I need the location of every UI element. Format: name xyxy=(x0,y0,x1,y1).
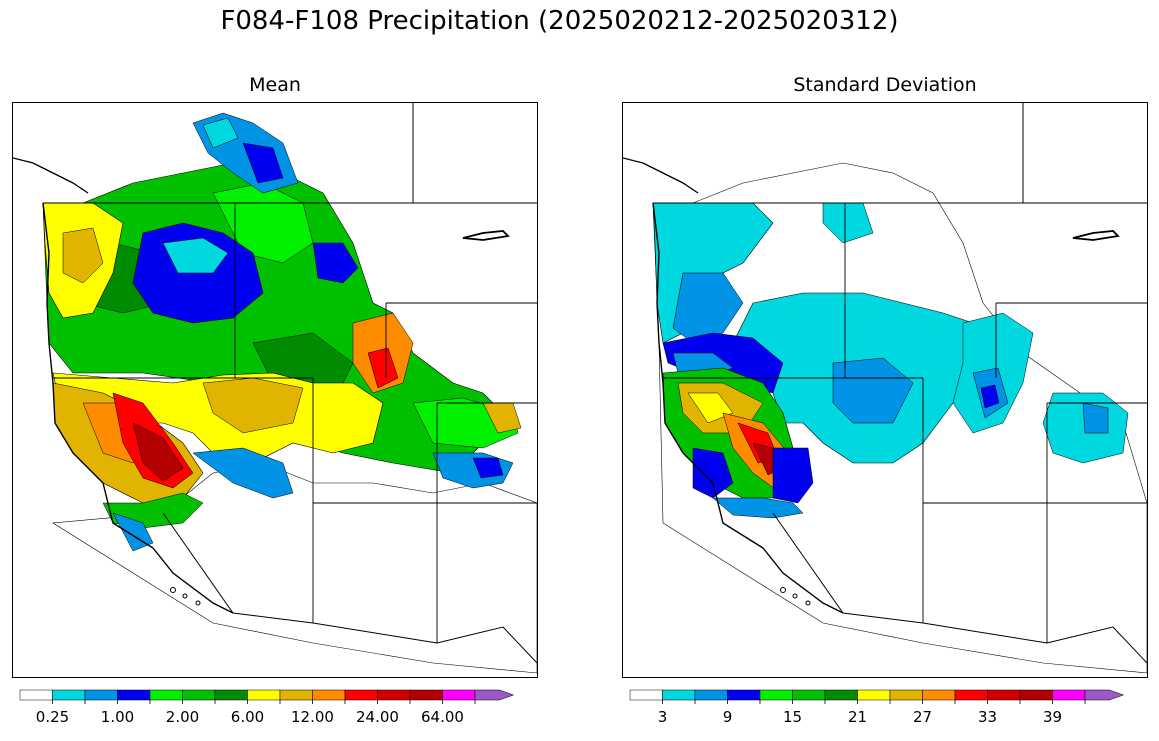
mean-colorbar: 0.25 1.00 2.00 6.00 12.00 24.00 64.00 xyxy=(14,688,534,734)
colorbar-tick-label: 24.00 xyxy=(356,708,399,726)
colorbar-tick-label: 15 xyxy=(783,708,802,726)
colorbar-swatch xyxy=(344,689,378,701)
colorbar-tick-label: 9 xyxy=(723,708,733,726)
mean-panel-title: Mean xyxy=(249,74,301,96)
colorbar-tick-label: 21 xyxy=(848,708,867,726)
colorbar-swatch xyxy=(214,689,248,701)
figure-title: F084-F108 Precipitation (2025020212-2025… xyxy=(220,6,899,36)
stddev-map xyxy=(622,102,1148,678)
colorbar-swatch xyxy=(182,689,216,701)
colorbar-swatch xyxy=(792,689,826,701)
colorbar-tick-label: 12.00 xyxy=(291,708,334,726)
colorbar-swatch xyxy=(377,689,411,701)
colorbar-swatch xyxy=(1019,689,1053,701)
colorbar-swatch xyxy=(149,689,183,701)
colorbar-swatch xyxy=(727,689,761,701)
colorbar-swatch xyxy=(52,689,86,701)
stddev-colorbar-svg: 3 9 15 21 27 33 39 xyxy=(629,689,1125,726)
colorbar-swatch xyxy=(759,689,793,701)
colorbar-tick-label: 1.00 xyxy=(101,708,134,726)
colorbar-tick-label: 39 xyxy=(1043,708,1062,726)
colorbar-swatch xyxy=(662,689,696,701)
colorbar-swatch xyxy=(857,689,891,701)
colorbar-swatch xyxy=(84,689,118,701)
colorbar-tick-label: 64.00 xyxy=(421,708,464,726)
colorbar-swatch xyxy=(279,689,313,701)
colorbar-tick-label: 6.00 xyxy=(231,708,264,726)
colorbar-swatch xyxy=(694,689,728,701)
colorbar-swatch xyxy=(442,689,476,701)
mean-map-canvas xyxy=(13,103,537,674)
colorbar-swatch xyxy=(922,689,956,701)
colorbar-swatch xyxy=(889,689,923,701)
colorbar-swatch xyxy=(1084,689,1125,701)
colorbar-swatch xyxy=(409,689,443,701)
colorbar-tick-label: 3 xyxy=(658,708,668,726)
colorbar-tick-label: 2.00 xyxy=(166,708,199,726)
colorbar-swatch xyxy=(629,689,663,701)
mean-colorbar-svg: 0.25 1.00 2.00 6.00 12.00 24.00 64.00 xyxy=(19,689,515,726)
colorbar-swatch xyxy=(312,689,346,701)
colorbar-swatch xyxy=(1052,689,1086,701)
colorbar-swatch xyxy=(954,689,988,701)
stddev-colorbar: 3 9 15 21 27 33 39 xyxy=(624,688,1144,734)
colorbar-swatch xyxy=(474,689,515,701)
colorbar-tick-label: 0.25 xyxy=(36,708,69,726)
colorbar-tick-label: 33 xyxy=(978,708,997,726)
colorbar-swatch xyxy=(824,689,858,701)
mean-map xyxy=(12,102,538,678)
colorbar-swatch xyxy=(19,689,53,701)
colorbar-swatch xyxy=(987,689,1021,701)
stddev-map-canvas xyxy=(623,103,1147,674)
colorbar-tick-label: 27 xyxy=(913,708,932,726)
stddev-panel-title: Standard Deviation xyxy=(793,74,977,96)
colorbar-swatch xyxy=(247,689,281,701)
colorbar-swatch xyxy=(117,689,151,701)
